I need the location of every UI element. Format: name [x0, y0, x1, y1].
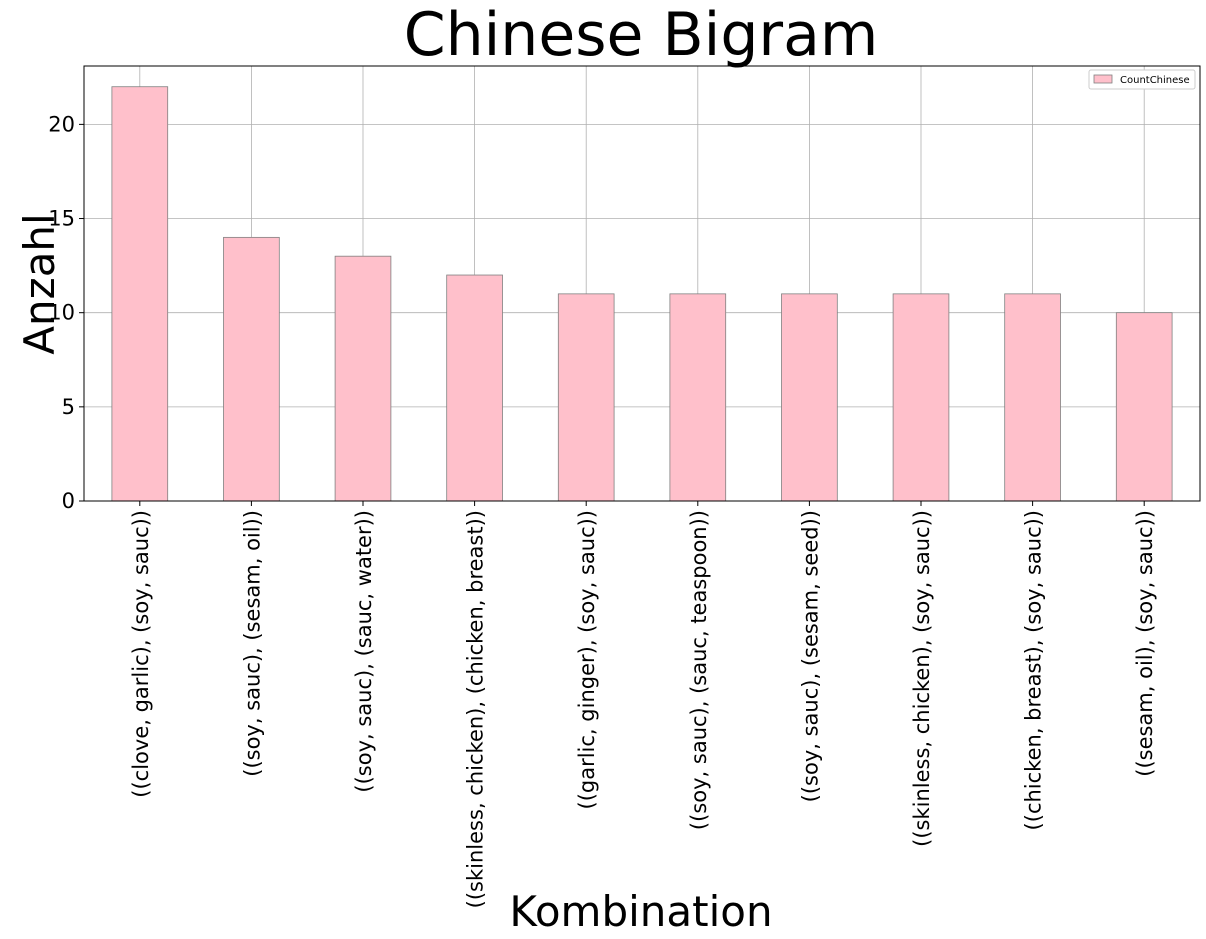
chart-title: Chinese Bigram — [404, 0, 879, 70]
x-tick-label: ((soy, sauc), (sesam, seed)) — [798, 510, 822, 802]
x-tick-label: ((soy, sauc), (sesam, oil)) — [240, 510, 264, 777]
y-tick-label: 15 — [48, 207, 75, 231]
bar — [1004, 293, 1061, 502]
bar — [334, 255, 392, 502]
bar — [669, 293, 727, 502]
legend-swatch — [1093, 74, 1113, 84]
bar — [781, 293, 838, 502]
plot-area-frame — [83, 65, 1201, 502]
x-axis-label: Kombination — [509, 887, 772, 936]
bar — [557, 293, 615, 502]
y-tick-label: 20 — [48, 112, 75, 136]
x-tick-label: ((soy, sauc), (sauc, water)) — [352, 510, 376, 793]
y-axis-label: Anzahl — [15, 213, 64, 354]
x-axis: ((clove, garlic), (soy, sauc)) ((soy, sau… — [129, 501, 1157, 908]
y-tick-label: 5 — [62, 395, 75, 419]
legend-entry-label: CountChinese — [1120, 75, 1190, 86]
bar — [892, 293, 950, 502]
y-tick-label: 10 — [48, 301, 75, 325]
legend: CountChinese — [1088, 69, 1196, 90]
x-tick-label: ((skinless, chicken), (soy, sauc)) — [910, 510, 934, 847]
bar — [446, 274, 503, 502]
bar — [223, 236, 280, 502]
x-tick-label: ((garlic, ginger), (soy, sauc)) — [575, 510, 599, 810]
bar — [111, 86, 169, 502]
legend-box — [1088, 69, 1196, 90]
x-tick-label: ((skinless, chicken), (chicken, breast)) — [464, 510, 488, 908]
x-tick-label: ((soy, sauc), (sauc, teaspoon)) — [687, 510, 711, 830]
x-tick-label: ((sesam, oil), (soy, sauc)) — [1133, 510, 1157, 777]
x-tick-label: ((clove, garlic), (soy, sauc)) — [129, 510, 153, 798]
bars — [111, 86, 1173, 502]
y-axis: 0 5 10 15 20 — [48, 112, 84, 513]
y-tick-label: 0 — [62, 489, 75, 513]
bar — [1115, 312, 1173, 502]
x-tick-label: ((chicken, breast), (soy, sauc)) — [1022, 510, 1046, 830]
